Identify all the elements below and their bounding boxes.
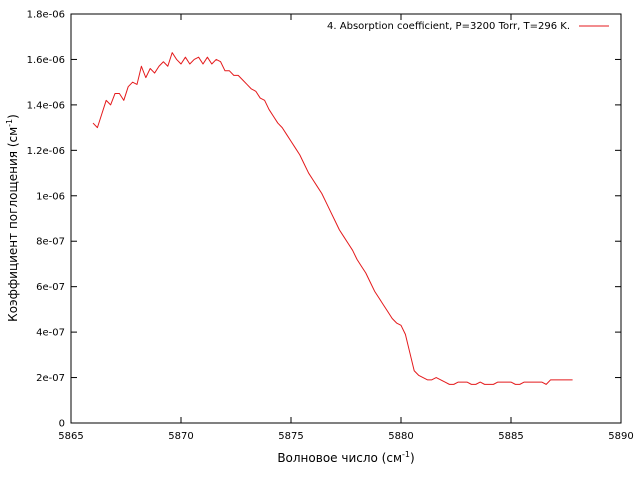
x-axis: 5865 5870 5875 5880 5885 5890 xyxy=(58,14,634,442)
x-tick-label: 5865 xyxy=(58,431,83,442)
y-tick-label: 1.2e-06 xyxy=(27,146,65,157)
x-tick-label: 5875 xyxy=(278,431,303,442)
legend-label: 4. Absorption coefficient, P=3200 Torr, … xyxy=(327,21,570,32)
y-tick-label: 1.4e-06 xyxy=(27,100,65,111)
series-layer xyxy=(92,52,573,385)
x-axis-title-end: ) xyxy=(410,451,415,465)
x-tick-label: 5870 xyxy=(168,431,193,442)
series-line xyxy=(92,52,573,385)
x-tick-label: 5890 xyxy=(608,431,633,442)
legend: 4. Absorption coefficient, P=3200 Torr, … xyxy=(327,21,609,32)
y-tick-label: 4e-07 xyxy=(36,328,65,339)
x-axis-title-superscript: -1 xyxy=(402,450,410,459)
x-tick-label: 5880 xyxy=(388,431,413,442)
y-tick-label: 1e-06 xyxy=(36,191,65,202)
plot-frame xyxy=(70,13,622,424)
y-axis-title-superscript: -1 xyxy=(5,119,14,127)
y-tick-label: 2e-07 xyxy=(36,373,65,384)
y-tick-label: 1.6e-06 xyxy=(27,55,65,66)
x-axis-title-main: Волновое число (см xyxy=(277,451,402,465)
x-tick-label: 5885 xyxy=(498,431,523,442)
y-tick-label: 0 xyxy=(59,419,65,430)
y-axis-title-end: ) xyxy=(6,114,20,119)
x-axis-title: Волновое число (см-1) xyxy=(277,450,414,465)
y-axis-title: Коэффициент поглощения (см-1) xyxy=(5,114,20,322)
y-tick-label: 1.8e-06 xyxy=(27,10,65,21)
y-tick-label: 8e-07 xyxy=(36,237,65,248)
y-axis: 0 2e-07 4e-07 6e-07 8e-07 1e-06 1.2e-06 1.4e-06… xyxy=(27,10,621,430)
y-axis-title-main: Коэффициент поглощения (см xyxy=(6,127,20,322)
y-tick-label: 6e-07 xyxy=(36,282,65,293)
